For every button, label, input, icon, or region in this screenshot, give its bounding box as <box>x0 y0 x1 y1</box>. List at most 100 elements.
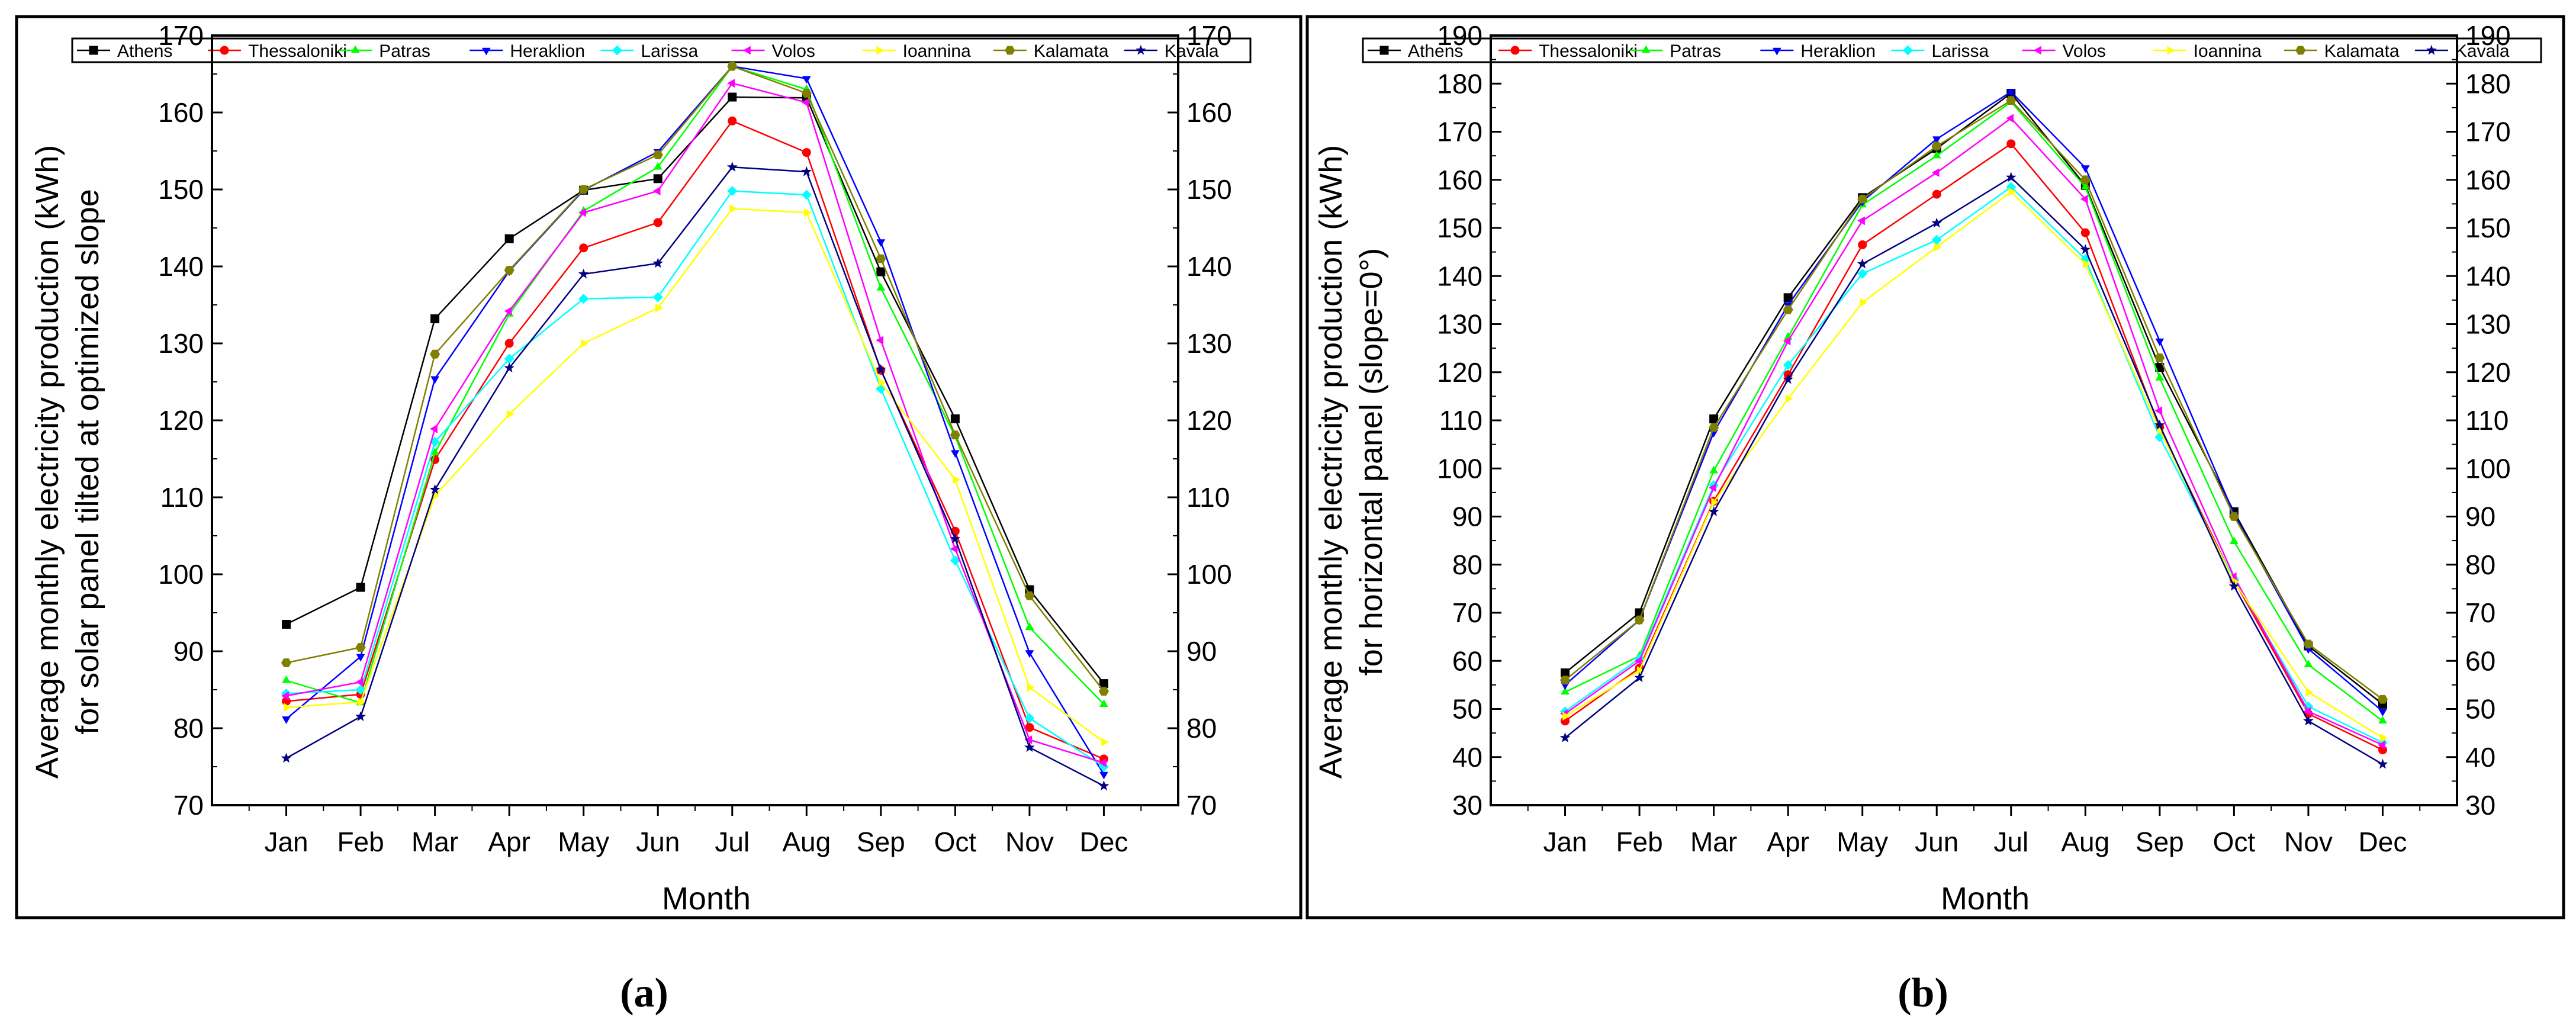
x-tick-label: Apr <box>488 826 530 857</box>
y-tick-label-right: 90 <box>1186 636 1217 667</box>
legend-label-athens: Athens <box>1408 41 1463 61</box>
data-point-kalamata <box>727 62 738 71</box>
data-point-kalamata <box>355 643 366 652</box>
y-tick-label-right: 170 <box>1186 20 1232 51</box>
series-line-athens <box>285 96 1105 684</box>
data-point-ioannina <box>2008 187 2017 197</box>
data-point-kavala <box>578 268 589 279</box>
legend-label-volos: Volos <box>772 41 815 61</box>
panel-a-frame <box>15 15 1303 919</box>
data-point-kalamata <box>2228 512 2239 521</box>
y-tick-label-right: 110 <box>2465 405 2509 436</box>
y-tick-label-right: 130 <box>2465 309 2511 340</box>
y-tick-label-right: 120 <box>2465 357 2511 388</box>
data-point-kavala <box>1634 672 1645 683</box>
y-tick-label-left: 50 <box>1452 694 1482 725</box>
y-tick-label-left: 120 <box>1437 357 1482 388</box>
x-tick-label: Feb <box>1616 826 1662 857</box>
data-point-athens <box>430 314 440 323</box>
y-tick-label-right: 160 <box>2465 165 2511 195</box>
y-tick-label-left: 60 <box>1452 645 1482 676</box>
chart-panel-a: Athens Thessaloniki Patras Heraklion Larissa… <box>15 15 1303 1016</box>
series-line-kavala <box>1564 176 2384 765</box>
y-tick-label-left: 70 <box>173 790 204 821</box>
data-point-volos <box>430 424 438 433</box>
legend-marker-athens <box>1379 46 1389 55</box>
data-point-larissa <box>727 186 738 197</box>
data-point-heraklion <box>2155 338 2165 346</box>
x-tick-label: Dec <box>2359 826 2407 857</box>
legend-label-ioannina: Ioannina <box>2194 41 2262 61</box>
panel-b-x-axis-title: Month <box>1941 881 2030 916</box>
data-point-kalamata <box>2378 694 2388 704</box>
data-point-kavala <box>1024 742 1035 752</box>
legend-label-heraklion: Heraklion <box>1800 41 1876 61</box>
data-point-kalamata <box>578 185 589 194</box>
data-point-larissa <box>652 292 663 303</box>
panel-b-y-axis-title-line1: Average monthly electricity production (… <box>1313 145 1349 779</box>
data-point-kalamata <box>1099 687 1109 696</box>
data-point-kavala <box>2228 581 2240 591</box>
data-point-kavala <box>1931 217 1943 228</box>
y-tick-label-left: 140 <box>1437 260 1482 291</box>
legend-marker-volos <box>2034 46 2041 55</box>
legend-box <box>71 37 1252 63</box>
y-tick-label-right: 120 <box>1186 405 1232 436</box>
data-point-volos <box>2378 741 2385 750</box>
data-point-patras <box>1709 465 1718 474</box>
data-point-heraklion <box>1025 650 1034 658</box>
legend-label-kalamata: Kalamata <box>1034 41 1109 61</box>
data-point-thessaloniki <box>1025 723 1034 732</box>
series-line-larissa <box>286 190 1105 768</box>
data-point-ioannina <box>729 204 738 213</box>
data-point-kavala <box>652 258 664 268</box>
series-line-heraklion <box>1564 91 2384 712</box>
data-point-larissa <box>801 189 812 200</box>
data-point-volos <box>504 307 512 316</box>
data-point-volos <box>355 677 364 687</box>
data-point-heraklion <box>1099 771 1108 780</box>
panel-b-label: (b) <box>1898 970 1948 1016</box>
panel-b-frame <box>1305 15 2565 919</box>
data-point-patras <box>1561 687 1570 695</box>
data-point-ioannina <box>2380 733 2388 742</box>
data-point-volos <box>652 186 661 195</box>
data-point-kalamata <box>1024 591 1035 600</box>
y-tick-label-left: 100 <box>1437 453 1482 484</box>
data-point-thessaloniki <box>1858 240 1867 249</box>
y-tick-label-right: 160 <box>1186 97 1232 128</box>
legend-label-volos: Volos <box>2063 41 2106 61</box>
data-point-volos <box>2303 707 2311 716</box>
data-point-ioannina <box>878 378 886 387</box>
data-point-larissa <box>1783 360 1793 371</box>
panel-b-y-axis-title-line2: for horizontal panel (slope=0°) <box>1353 248 1389 676</box>
x-tick-label: Oct <box>934 826 977 857</box>
data-point-larissa <box>1857 268 1868 279</box>
legend-label-larissa: Larissa <box>641 41 698 61</box>
y-tick-label-right: 40 <box>2465 742 2495 773</box>
data-point-ioannina <box>1027 683 1035 692</box>
data-point-kalamata <box>504 266 514 275</box>
legend-marker-kavala <box>2426 44 2437 55</box>
y-tick-label-left: 160 <box>158 97 204 128</box>
legend-label-athens: Athens <box>117 41 172 61</box>
x-tick-label: Jul <box>715 826 750 857</box>
series-line-volos <box>1564 117 2384 746</box>
plot-area-frame <box>1490 34 2458 806</box>
data-point-thessaloniki <box>728 116 737 126</box>
y-tick-label-right: 70 <box>2465 597 2495 628</box>
y-tick-label-right: 70 <box>1186 790 1217 821</box>
x-tick-label: May <box>558 826 609 857</box>
x-tick-label: Aug <box>782 826 831 857</box>
data-point-patras <box>2304 660 2313 667</box>
data-point-volos <box>2080 194 2088 204</box>
series-line-kalamata <box>286 65 1105 692</box>
y-tick-label-right: 30 <box>2465 790 2495 821</box>
panel-b-legend: Athens Thessaloniki Patras Heraklion Larissa… <box>1362 37 2542 63</box>
x-tick-label: Aug <box>2061 826 2109 857</box>
y-tick-label-left: 40 <box>1452 742 1482 773</box>
data-point-thessaloniki <box>579 243 588 253</box>
legend-marker-ioannina <box>2167 46 2175 55</box>
data-point-kalamata <box>876 254 886 263</box>
data-point-volos <box>281 691 289 700</box>
